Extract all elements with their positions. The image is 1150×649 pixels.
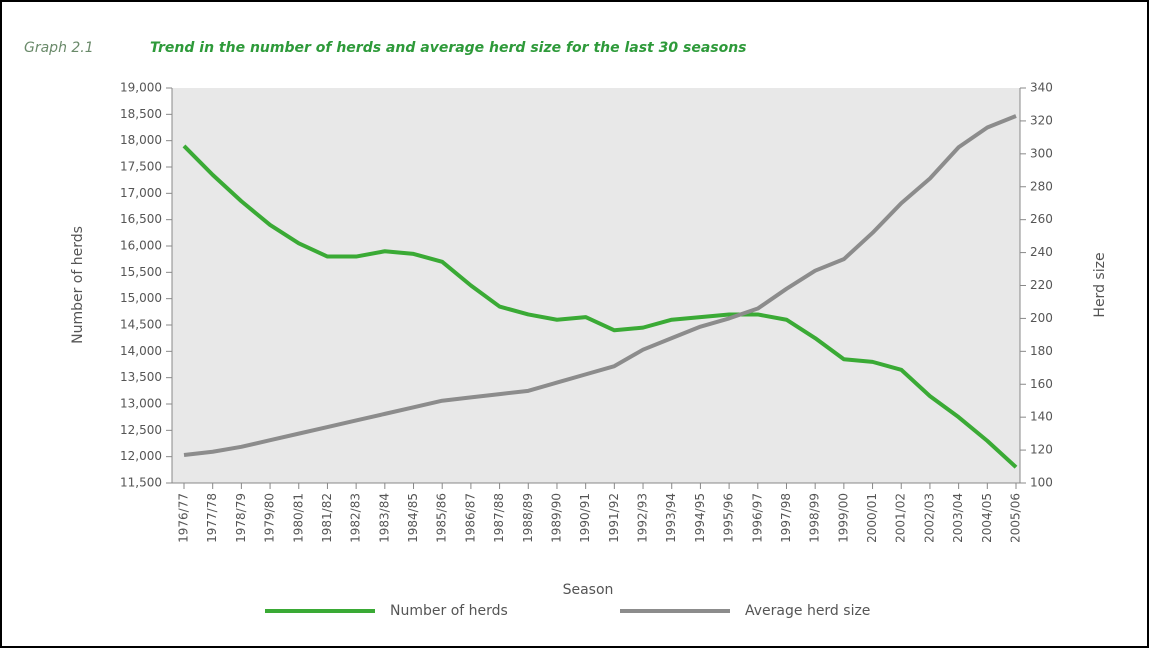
y-tick-label: 14,500 <box>120 318 162 332</box>
x-tick-label: 2003/04 <box>951 493 965 543</box>
x-tick-label: 1981/82 <box>320 493 334 543</box>
y2-tick-label: 320 <box>1030 113 1053 127</box>
y2-tick-label: 280 <box>1030 179 1053 193</box>
x-tick-label: 1984/85 <box>406 493 420 543</box>
y2-tick-label: 180 <box>1030 344 1053 358</box>
y-tick-label: 15,500 <box>120 265 162 279</box>
y-tick-label: 16,500 <box>120 212 162 226</box>
x-tick-label: 2002/03 <box>922 493 936 543</box>
y2-axis-title: Herd size <box>1092 252 1108 317</box>
y2-tick-label: 300 <box>1030 146 1053 160</box>
x-tick-label: 1978/79 <box>234 493 248 543</box>
y-tick-label: 11,500 <box>120 476 162 490</box>
y-tick-label: 17,000 <box>120 186 162 200</box>
x-tick-label: 1980/81 <box>291 493 305 543</box>
chart-label: Graph 2.1 <box>24 40 94 56</box>
y-axis-title: Number of herds <box>70 226 86 344</box>
y-tick-label: 13,500 <box>120 370 162 384</box>
y2-tick-label: 160 <box>1030 377 1053 391</box>
x-tick-label: 1994/95 <box>693 493 707 543</box>
y-tick-label: 12,000 <box>120 449 162 463</box>
x-tick-label: 1996/97 <box>750 493 764 543</box>
y2-tick-label: 200 <box>1030 311 1053 325</box>
x-tick-label: 1997/98 <box>779 493 793 543</box>
y2-tick-label: 100 <box>1030 476 1053 490</box>
y2-tick-label: 140 <box>1030 410 1053 424</box>
y-tick-label: 12,500 <box>120 423 162 437</box>
legend-label: Number of herds <box>390 603 508 619</box>
y-tick-label: 14,000 <box>120 344 162 358</box>
y-tick-label: 18,000 <box>120 133 162 147</box>
y-tick-label: 16,000 <box>120 239 162 253</box>
chart-title: Trend in the number of herds and average… <box>150 40 747 56</box>
x-tick-label: 1992/93 <box>636 493 650 543</box>
x-tick-label: 1979/80 <box>263 493 277 543</box>
x-tick-label: 1993/94 <box>664 493 678 543</box>
legend-label: Average herd size <box>745 603 870 619</box>
x-tick-label: 1998/99 <box>808 493 822 543</box>
y-tick-label: 19,000 <box>120 81 162 95</box>
y2-tick-label: 240 <box>1030 245 1053 259</box>
x-tick-label: 1990/91 <box>578 493 592 543</box>
y2-tick-label: 260 <box>1030 212 1053 226</box>
x-tick-label: 1985/86 <box>435 493 449 543</box>
series-line <box>182 144 1018 469</box>
x-tick-label: 1999/00 <box>836 493 850 543</box>
y-tick-label: 17,500 <box>120 160 162 174</box>
x-tick-label: 1991/92 <box>607 493 621 543</box>
x-tick-label: 1988/89 <box>521 493 535 543</box>
x-tick-label: 1976/77 <box>177 493 191 543</box>
x-tick-label: 1989/90 <box>549 493 563 543</box>
x-tick-label: 1983/84 <box>377 493 391 543</box>
y-tick-label: 18,500 <box>120 107 162 121</box>
x-tick-label: 1982/83 <box>349 493 363 543</box>
x-tick-label: 2000/01 <box>865 493 879 543</box>
x-tick-label: 2004/05 <box>980 493 994 543</box>
x-tick-label: 2005/06 <box>1009 493 1023 543</box>
x-tick-label: 2001/02 <box>894 493 908 543</box>
x-tick-label: 1977/78 <box>205 493 219 543</box>
y-tick-label: 13,000 <box>120 397 162 411</box>
y-tick-label: 15,000 <box>120 291 162 305</box>
x-tick-label: 1987/88 <box>492 493 506 543</box>
x-axis-title: Season <box>563 582 614 598</box>
y2-tick-label: 120 <box>1030 443 1053 457</box>
y2-tick-label: 340 <box>1030 81 1053 95</box>
x-tick-label: 1986/87 <box>463 493 477 543</box>
series-line <box>183 114 1017 458</box>
plot-area <box>172 88 1020 483</box>
y2-tick-label: 220 <box>1030 278 1053 292</box>
x-tick-label: 1995/96 <box>722 493 736 543</box>
